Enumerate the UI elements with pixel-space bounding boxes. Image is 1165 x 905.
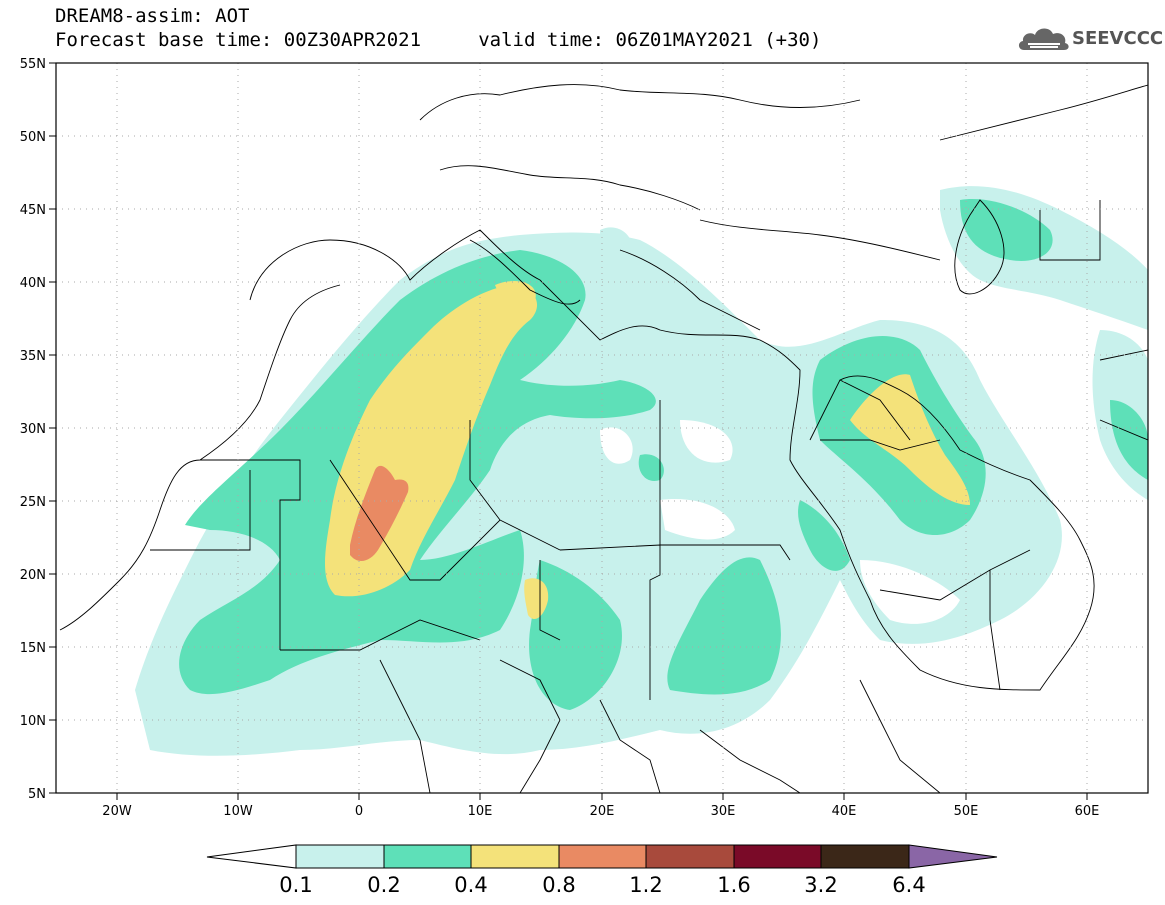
colorbar-swatch xyxy=(470,844,560,869)
lat-label: 5N xyxy=(28,787,46,802)
lon-label: 10W xyxy=(223,804,253,819)
seevccc-logo: SEEVCCC xyxy=(1016,22,1163,58)
lon-label: 50E xyxy=(954,804,979,819)
colorbar-label: 0.8 xyxy=(542,873,575,897)
colorbar-label: 1.6 xyxy=(717,873,750,897)
lat-label: 30N xyxy=(20,422,46,437)
lat-label: 45N xyxy=(20,203,46,218)
lon-label: 10E xyxy=(468,804,493,819)
aot-gaps xyxy=(600,420,960,624)
lon-label: 60E xyxy=(1075,804,1100,819)
lon-label: 40E xyxy=(832,804,857,819)
lon-labels: 20W 10W 0 10E 20E 30E 40E 50E 60E xyxy=(102,804,1099,819)
lat-labels: 55N 50N 45N 40N 35N 30N 25N 20N 15N 10N … xyxy=(20,57,46,802)
colorbar-swatch xyxy=(733,844,822,869)
colorbar-label: 1.2 xyxy=(629,873,662,897)
colorbar-labels: 0.1 0.2 0.4 0.8 1.2 1.6 3.2 6.4 xyxy=(279,873,925,897)
title-forecast-times: Forecast base time: 00Z30APR2021 valid t… xyxy=(55,29,822,51)
lat-label: 15N xyxy=(20,641,46,656)
aot-level-0.8 xyxy=(350,465,409,562)
lat-label: 50N xyxy=(20,130,46,145)
colorbar-swatch xyxy=(645,844,735,869)
aot-fields xyxy=(135,186,1148,756)
colorbar-label: 6.4 xyxy=(892,873,925,897)
colorbar-swatch xyxy=(383,844,472,869)
colorbar-swatch xyxy=(558,844,647,869)
lat-label: 10N xyxy=(20,714,46,729)
cloud-icon xyxy=(1018,28,1069,50)
lon-label: 20E xyxy=(590,804,615,819)
lon-label: 0 xyxy=(355,804,363,819)
lat-label: 40N xyxy=(20,276,46,291)
lat-label: 25N xyxy=(20,495,46,510)
lat-label: 35N xyxy=(20,349,46,364)
colorbar-low-arrow xyxy=(206,844,297,869)
graticule xyxy=(56,63,1148,793)
lat-label: 20N xyxy=(20,568,46,583)
title-model-product: DREAM8-assim: AOT xyxy=(55,5,250,27)
tick-marks xyxy=(49,62,1088,800)
lon-label: 30E xyxy=(711,804,736,819)
colorbar-label: 0.2 xyxy=(367,873,400,897)
lon-label: 20W xyxy=(102,804,132,819)
colorbar-swatch xyxy=(820,844,910,869)
colorbar-label: 3.2 xyxy=(804,873,837,897)
colorbar xyxy=(206,844,998,869)
colorbar-swatch xyxy=(295,844,385,869)
lat-label: 55N xyxy=(20,57,46,72)
colorbar-label: 0.4 xyxy=(454,873,487,897)
logo-text: SEEVCCC xyxy=(1072,28,1164,49)
colorbar-label: 0.1 xyxy=(279,873,312,897)
colorbar-high-arrow xyxy=(908,844,998,869)
